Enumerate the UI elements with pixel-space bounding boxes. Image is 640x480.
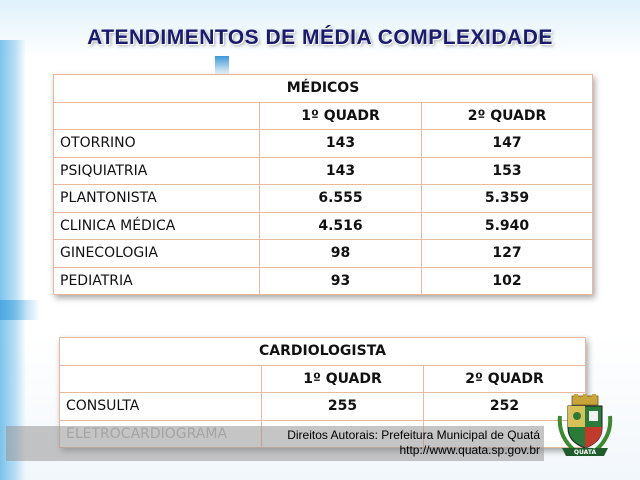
q2-value: 147 bbox=[421, 129, 593, 158]
background-stripe bbox=[0, 300, 40, 320]
row-label: PSIQUIATRIA bbox=[53, 156, 260, 185]
header-empty-cell bbox=[53, 101, 260, 130]
table-row: CLINICA MÉDICA 4.516 5.940 bbox=[53, 211, 593, 240]
q2-value: 127 bbox=[421, 239, 593, 268]
q2-value: 102 bbox=[421, 266, 593, 295]
q2-value: 153 bbox=[421, 156, 593, 185]
column-header-q1: 1º QUADR bbox=[261, 364, 424, 393]
table-row: PSIQUIATRIA 143 153 bbox=[53, 156, 593, 185]
municipal-crest-icon bbox=[557, 394, 613, 456]
website-url: http://www.quata.sp.gov.br bbox=[399, 443, 540, 457]
table-heading-row: CARDIOLOGISTA bbox=[59, 337, 586, 366]
table-row: PLANTONISTA 6.555 5.359 bbox=[53, 184, 593, 213]
q1-value: 98 bbox=[259, 239, 422, 268]
medicos-table: MÉDICOS 1º QUADR 2º QUADR OTORRINO 143 1… bbox=[53, 74, 593, 295]
table-heading-row: MÉDICOS bbox=[53, 74, 593, 103]
medicos-heading: MÉDICOS bbox=[53, 74, 593, 103]
page-title: ATENDIMENTOS DE MÉDIA COMPLEXIDADE bbox=[87, 26, 553, 49]
table-row: OTORRINO 143 147 bbox=[53, 129, 593, 158]
row-label: PEDIATRIA bbox=[53, 266, 260, 295]
q1-value: 4.516 bbox=[259, 211, 422, 240]
table-header-row: 1º QUADR 2º QUADR bbox=[53, 101, 593, 130]
background-streak bbox=[215, 56, 229, 76]
row-label: OTORRINO bbox=[53, 129, 260, 158]
q2-value: 5.359 bbox=[421, 184, 593, 213]
q1-value: 143 bbox=[259, 156, 422, 185]
row-label: GINECOLOGIA bbox=[53, 239, 260, 268]
cardiologista-table: CARDIOLOGISTA 1º QUADR 2º QUADR CONSULTA… bbox=[59, 337, 586, 448]
row-label: PLANTONISTA bbox=[53, 184, 260, 213]
row-label: CLINICA MÉDICA bbox=[53, 211, 260, 240]
table-row: GINECOLOGIA 98 127 bbox=[53, 239, 593, 268]
copyright-banner: Direitos Autorais: Prefeitura Municipal … bbox=[6, 426, 544, 461]
copyright-text: Direitos Autorais: Prefeitura Municipal … bbox=[287, 428, 540, 442]
background-bar bbox=[0, 40, 26, 480]
q1-value: 255 bbox=[261, 392, 424, 421]
column-header-q2: 2º QUADR bbox=[423, 364, 586, 393]
table-header-row: 1º QUADR 2º QUADR bbox=[59, 364, 586, 393]
crest-motto: QUATÁ bbox=[573, 449, 597, 456]
table-row: CONSULTA 255 252 bbox=[59, 392, 586, 421]
q2-value: 5.940 bbox=[421, 211, 593, 240]
cardiologista-heading: CARDIOLOGISTA bbox=[59, 337, 586, 366]
q1-value: 6.555 bbox=[259, 184, 422, 213]
column-header-q2: 2º QUADR bbox=[421, 101, 593, 130]
table-row: PEDIATRIA 93 102 bbox=[53, 266, 593, 295]
q1-value: 93 bbox=[259, 266, 422, 295]
header-empty-cell bbox=[59, 364, 262, 393]
column-header-q1: 1º QUADR bbox=[259, 101, 422, 130]
q1-value: 143 bbox=[259, 129, 422, 158]
row-label: CONSULTA bbox=[59, 392, 262, 421]
